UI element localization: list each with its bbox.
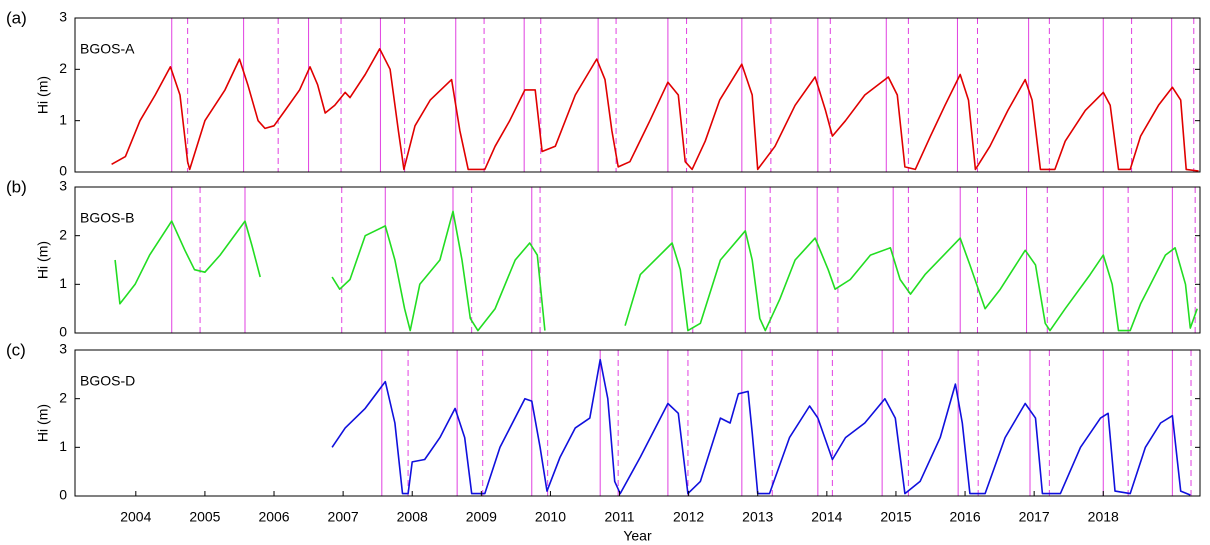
x-tick-label: 2015 bbox=[880, 509, 911, 525]
y-tick-label: 2 bbox=[59, 60, 67, 76]
y-tick-label: 2 bbox=[59, 226, 67, 242]
thickness-line bbox=[331, 358, 1191, 496]
thickness-line bbox=[114, 210, 1198, 332]
y-tick-label: 1 bbox=[59, 275, 67, 291]
y-tick-label: 0 bbox=[59, 324, 67, 340]
y-axis-label: Hi (m) bbox=[35, 76, 51, 114]
panel-title: BGOS-D bbox=[80, 373, 135, 389]
x-tick-label: 2016 bbox=[949, 509, 980, 525]
x-tick-label: 2007 bbox=[328, 509, 359, 525]
x-tick-label: 2017 bbox=[1019, 509, 1050, 525]
x-tick-label: 2011 bbox=[604, 509, 634, 525]
panel-label: (a) bbox=[6, 8, 27, 27]
y-tick-label: 3 bbox=[59, 341, 67, 357]
y-tick-label: 3 bbox=[59, 9, 67, 25]
x-tick-label: 2018 bbox=[1088, 509, 1119, 525]
panel-title: BGOS-B bbox=[80, 210, 134, 226]
panel-title: BGOS-A bbox=[80, 41, 135, 57]
x-tick-label: 2013 bbox=[742, 509, 773, 525]
x-tick-label: 2009 bbox=[466, 509, 497, 525]
x-tick-label: 2010 bbox=[535, 509, 566, 525]
y-tick-label: 1 bbox=[59, 111, 67, 127]
y-tick-label: 3 bbox=[59, 178, 67, 194]
x-tick-label: 2008 bbox=[397, 509, 428, 525]
thickness-line bbox=[111, 48, 1199, 172]
axes-frame bbox=[74, 349, 1201, 497]
y-tick-label: 0 bbox=[59, 487, 67, 503]
axes-frame bbox=[74, 17, 1201, 173]
x-axis-label: Year bbox=[623, 528, 652, 544]
y-tick-label: 1 bbox=[59, 438, 67, 454]
y-axis-label: Hi (m) bbox=[35, 404, 51, 442]
y-tick-label: 2 bbox=[59, 389, 67, 405]
axes-frame bbox=[74, 186, 1201, 334]
y-axis-label: Hi (m) bbox=[35, 241, 51, 279]
x-tick-label: 2012 bbox=[673, 509, 704, 525]
x-tick-label: 2005 bbox=[189, 509, 220, 525]
x-tick-label: 2006 bbox=[258, 509, 289, 525]
x-tick-label: 2014 bbox=[811, 509, 842, 525]
panel-label: (b) bbox=[6, 177, 27, 196]
y-tick-label: 0 bbox=[59, 163, 67, 179]
panel-label: (c) bbox=[6, 340, 26, 359]
x-tick-label: 2004 bbox=[120, 509, 151, 525]
